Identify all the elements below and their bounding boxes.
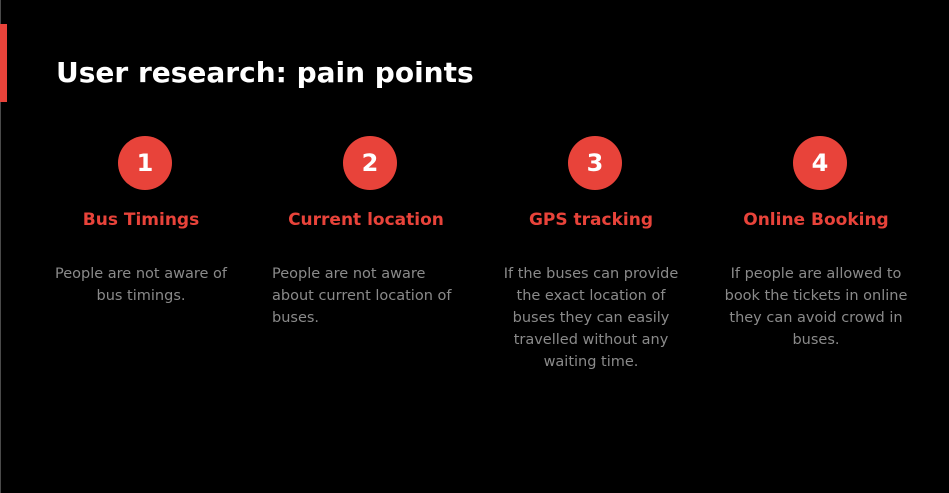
pain-point-description: People are not aware about current locat…: [272, 266, 452, 326]
pain-point-number-badge: 1: [118, 136, 172, 190]
pain-point-description: People are not aware of bus timings.: [55, 266, 227, 304]
pain-point-heading: Bus Timings: [82, 210, 200, 230]
pain-point-heading: Online Booking: [743, 210, 889, 230]
pain-point-number-badge: 2: [343, 136, 397, 190]
pain-point-description: If the buses can provide the exact locat…: [503, 266, 679, 370]
slide-title: User research: pain points: [56, 56, 474, 89]
title-accent-bar: [0, 24, 7, 102]
pain-point-heading: GPS tracking: [528, 210, 654, 230]
pain-point-description: If people are allowed to book the ticket…: [724, 266, 908, 348]
pain-point-heading: Current location: [288, 210, 444, 230]
pain-point-number-badge: 4: [793, 136, 847, 190]
slide-left-border: [0, 0, 1, 493]
pain-point-number-badge: 3: [568, 136, 622, 190]
